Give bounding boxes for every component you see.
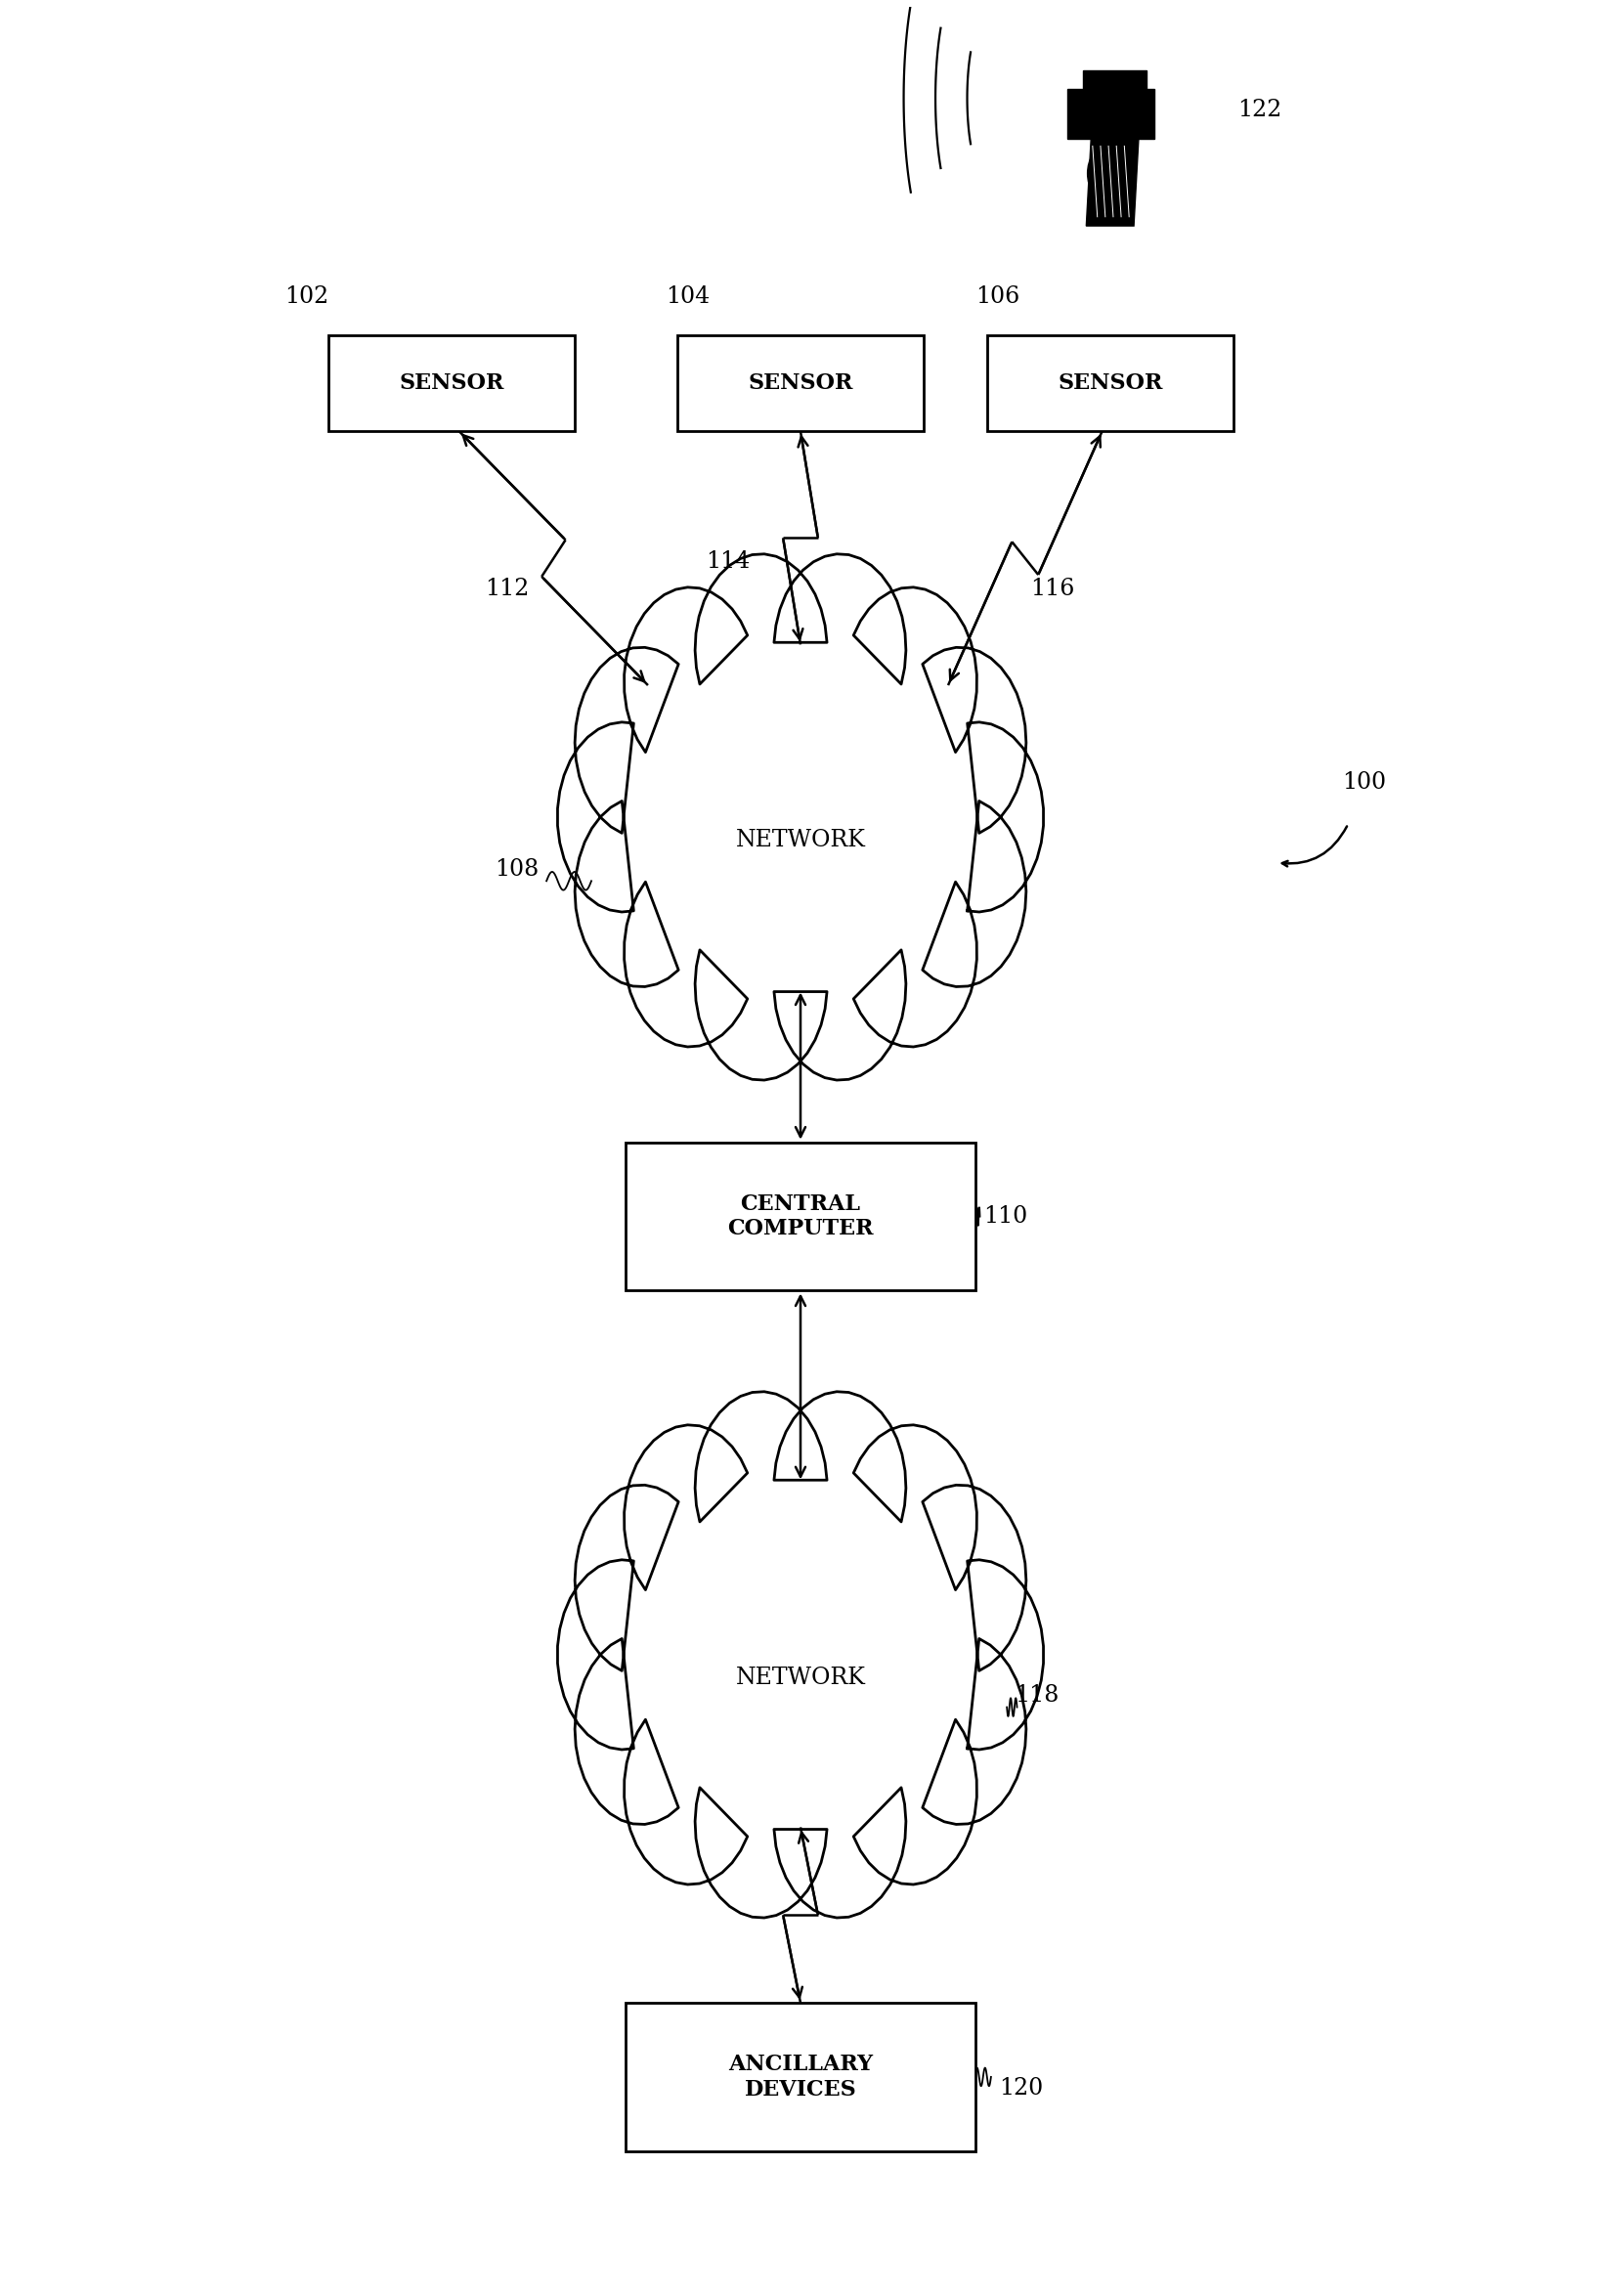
Polygon shape	[557, 553, 1044, 1079]
Text: CENTRAL
COMPUTER: CENTRAL COMPUTER	[727, 1194, 874, 1240]
Text: SENSOR: SENSOR	[1058, 372, 1162, 395]
Text: 110: 110	[983, 1205, 1028, 1228]
Text: ANCILLARY
DEVICES: ANCILLARY DEVICES	[728, 2055, 873, 2101]
Text: 102: 102	[285, 285, 328, 308]
FancyBboxPatch shape	[626, 2002, 975, 2151]
Text: 118: 118	[1015, 1685, 1060, 1706]
FancyBboxPatch shape	[328, 335, 575, 432]
Text: 112: 112	[485, 579, 528, 599]
Text: 122: 122	[1238, 99, 1281, 122]
Text: 106: 106	[975, 285, 1020, 308]
Text: NETWORK: NETWORK	[735, 1667, 866, 1690]
Text: SENSOR: SENSOR	[748, 372, 853, 395]
Bar	[1068, 90, 1154, 140]
FancyBboxPatch shape	[626, 1143, 975, 1290]
Text: SENSOR: SENSOR	[399, 372, 504, 395]
FancyBboxPatch shape	[988, 335, 1233, 432]
Text: NETWORK: NETWORK	[735, 829, 866, 852]
Polygon shape	[1085, 140, 1138, 225]
Text: 100: 100	[1342, 771, 1386, 794]
Text: 120: 120	[999, 2078, 1044, 2099]
Text: 108: 108	[495, 859, 538, 882]
Text: 114: 114	[706, 551, 749, 572]
Text: 116: 116	[1031, 579, 1074, 599]
Polygon shape	[557, 1391, 1044, 1917]
Text: 104: 104	[666, 285, 709, 308]
Bar	[1082, 71, 1146, 90]
FancyBboxPatch shape	[677, 335, 924, 432]
